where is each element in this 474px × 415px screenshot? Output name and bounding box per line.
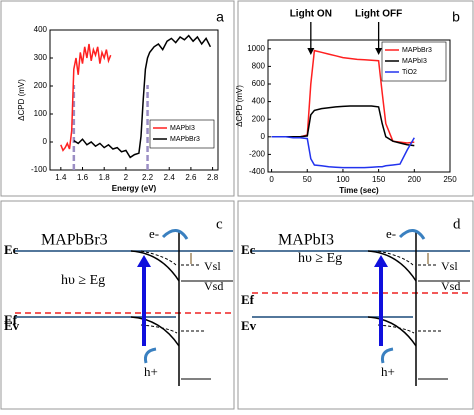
panel-label: a <box>216 9 224 25</box>
panel-label: c <box>216 216 223 232</box>
series-line <box>271 136 415 169</box>
hole: h+ <box>381 364 395 379</box>
panel-label: b <box>452 9 460 25</box>
x-axis-label: Time (sec) <box>339 186 379 195</box>
ev-label: Ev <box>241 318 257 333</box>
plot-frame <box>267 39 451 173</box>
y-tick-label: 200 <box>34 81 48 90</box>
x-tick-label: 0 <box>269 175 274 184</box>
arrow-head <box>374 255 388 267</box>
band-bend-dark <box>140 324 178 334</box>
arrow-head <box>307 48 315 55</box>
y-axis-label: ΔCPD (mV) <box>235 85 244 127</box>
hole: h+ <box>144 364 158 379</box>
excitation: hυ ≥ Eg <box>298 251 342 266</box>
electron: e- <box>149 226 159 241</box>
x-tick-label: 2.4 <box>164 173 176 182</box>
electron-arrow <box>161 229 189 240</box>
band-diagram: d MAPbI3 Ec Ef Ev hυ ≥ Eg e-h+ Vsl Vsd <box>241 216 470 386</box>
band-bend <box>367 316 417 347</box>
legend-label: MAPbI3 <box>170 125 195 132</box>
annotation: Light OFF <box>355 9 402 20</box>
vs-light: Vsl <box>441 259 458 273</box>
band-bend <box>130 250 180 282</box>
x-tick-label: 200 <box>408 175 422 184</box>
band-bend <box>130 316 180 347</box>
x-tick-label: 2.2 <box>142 173 154 182</box>
x-tick-label: 100 <box>336 175 350 184</box>
y-tick-label: 400 <box>34 25 48 34</box>
material: MAPbI3 <box>278 232 334 249</box>
hole-arrow <box>144 347 157 364</box>
electron-arrow <box>398 229 426 240</box>
x-axis-label: Energy (eV) <box>112 184 157 193</box>
legend-label: MAPbBr3 <box>170 136 200 143</box>
panel-border <box>237 0 474 197</box>
x-tick-label: 1.6 <box>77 173 89 182</box>
annotation: Light ON <box>290 9 332 20</box>
series-line <box>271 105 415 147</box>
hole-arrow <box>381 347 394 364</box>
x-tick-label: 1.4 <box>55 173 67 182</box>
y-tick-label: 1000 <box>247 44 265 53</box>
ec-label: Ec <box>4 242 19 257</box>
y-tick-label: 800 <box>252 62 266 71</box>
x-tick-label: 2.8 <box>207 173 219 182</box>
series-line <box>60 43 112 152</box>
band-bend <box>367 250 417 282</box>
ef-label: Ef <box>241 292 255 307</box>
band-bend-dark <box>377 250 414 266</box>
y-tick-label: 600 <box>252 79 266 88</box>
excitation: hυ ≥ Eg <box>61 273 105 288</box>
y-tick-label: -100 <box>31 165 48 174</box>
electron: e- <box>386 226 396 241</box>
y-tick-label: 300 <box>34 53 48 62</box>
vs-dark: Vsd <box>441 279 460 293</box>
y-tick-label: 100 <box>34 109 48 118</box>
band-bend-dark <box>140 250 177 266</box>
x-tick-label: 2.6 <box>185 173 197 182</box>
legend-label: MAPbI3 <box>402 58 427 65</box>
y-tick-label: -200 <box>249 150 266 159</box>
arrow-head <box>137 255 151 267</box>
y-axis-label: ΔCPD (mV) <box>17 79 26 121</box>
band-bend-dark <box>377 324 415 334</box>
ef-label: Ef <box>4 312 18 327</box>
legend-label: MAPbBr3 <box>402 47 432 54</box>
legend-label: TiO2 <box>402 69 417 76</box>
y-tick-label: 0 <box>43 137 48 146</box>
panel-border <box>237 200 474 410</box>
y-tick-label: 400 <box>252 97 266 106</box>
legend-box <box>149 119 215 149</box>
y-tick-label: -400 <box>249 167 266 176</box>
panel-border <box>0 0 235 197</box>
vs-dark: Vsd <box>204 279 223 293</box>
vs-light: Vsl <box>204 259 221 273</box>
y-tick-label: 0 <box>261 132 266 141</box>
ev-label: Ev <box>4 318 20 333</box>
material: MAPbBr3 <box>41 232 108 249</box>
panel-border <box>0 200 235 410</box>
arrow-head <box>375 48 383 55</box>
x-tick-label: 2 <box>124 173 129 182</box>
x-tick-label: 150 <box>372 175 386 184</box>
x-tick-label: 250 <box>443 175 457 184</box>
x-tick-label: 50 <box>303 175 312 184</box>
panel-label: d <box>453 216 461 232</box>
series-line <box>73 34 212 159</box>
x-tick-label: 1.8 <box>99 173 111 182</box>
y-tick-label: 200 <box>252 114 266 123</box>
plot-frame <box>49 29 219 171</box>
ec-label: Ec <box>241 242 256 257</box>
